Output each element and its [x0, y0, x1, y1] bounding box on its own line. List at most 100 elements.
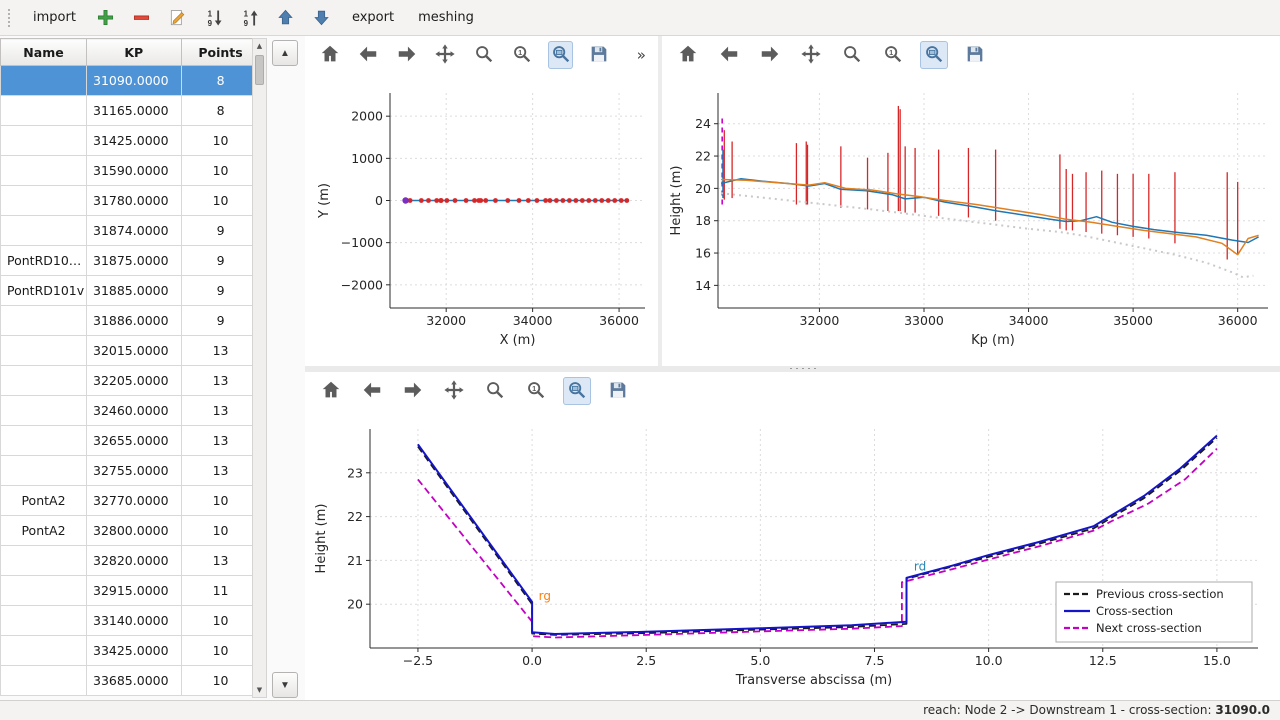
plan-view-back-button[interactable] [355, 41, 380, 69]
name-cell [0, 215, 87, 246]
points-cell: 10 [180, 605, 261, 636]
add-cross-section-button[interactable] [92, 4, 120, 32]
svg-text:1: 1 [889, 47, 893, 56]
table-row[interactable]: PontRD10… 31875.0000 9 [0, 245, 261, 276]
points-cell: 10 [180, 185, 261, 216]
longitudinal-profile-zoom-button[interactable] [838, 41, 866, 69]
cross-section-forward-button[interactable] [399, 377, 427, 405]
table-row[interactable]: 33685.0000 10 [0, 665, 261, 696]
scrollbar-thumb[interactable] [255, 55, 264, 85]
longitudinal-profile-save-button[interactable] [961, 41, 989, 69]
column-header-kp[interactable]: KP [86, 38, 182, 66]
plan-view-toolbar: 1» [305, 36, 658, 74]
column-header-points[interactable]: Points [180, 38, 261, 66]
table-row[interactable]: 31886.0000 9 [0, 305, 261, 336]
plan-view-chart[interactable]: 32000 34000 36000 −2000 −1000 0 1000 2000 X (m) Y… [305, 74, 658, 364]
name-cell [0, 65, 87, 96]
svg-text:33000: 33000 [904, 313, 944, 328]
table-row[interactable]: PontA2 32770.0000 10 [0, 485, 261, 516]
cross-section-zoom-one-button[interactable]: 1 [522, 377, 550, 405]
longitudinal-profile-chart[interactable]: 32000 33000 34000 35000 36000 14 16 18 20 22 24 Kp … [662, 74, 1280, 364]
remove-cross-section-button[interactable] [128, 4, 156, 32]
longitudinal-profile-zoom-one-button[interactable]: 1 [879, 41, 907, 69]
table-row[interactable]: 31874.0000 9 [0, 215, 261, 246]
export-button[interactable]: export [344, 6, 402, 29]
longitudinal-profile-home-button[interactable] [674, 41, 702, 69]
svg-text:−1000: −1000 [341, 235, 383, 250]
name-cell [0, 125, 87, 156]
table-row[interactable]: 32655.0000 13 [0, 425, 261, 456]
cross-section-save-button[interactable] [604, 377, 632, 405]
kp-cell: 31874.0000 [86, 215, 182, 246]
table-row[interactable]: 31590.0000 10 [0, 155, 261, 186]
cross-section-chart[interactable]: rg rd −2.5 0.0 2.5 5.0 7.5 10.0 12.5 15.0 20 21 22 23… [305, 410, 1280, 704]
table-row[interactable]: 32755.0000 13 [0, 455, 261, 486]
cross-section-zoom-button[interactable] [481, 377, 509, 405]
table-row[interactable]: 31780.0000 10 [0, 185, 261, 216]
plan-view-forward-button[interactable] [394, 41, 419, 69]
scrollbar-up-icon[interactable]: ▲ [256, 42, 263, 50]
import-button[interactable]: import [25, 6, 84, 29]
table-row[interactable]: 32460.0000 13 [0, 395, 261, 426]
plan-view-pan-button[interactable] [432, 41, 457, 69]
svg-text:22: 22 [347, 509, 363, 524]
longitudinal-profile-pan-button[interactable] [797, 41, 825, 69]
table-scrollbar[interactable]: ▲ ▼ [252, 38, 267, 698]
longitudinal-profile-zoom-rect-button[interactable] [920, 41, 948, 69]
move-up-button[interactable] [272, 4, 300, 32]
plan-view-zoom-rect-button[interactable] [547, 41, 574, 69]
table-row[interactable]: 31090.0000 8 [0, 65, 261, 96]
kp-cell: 33140.0000 [86, 605, 182, 636]
svg-text:Kp (m): Kp (m) [971, 333, 1015, 348]
table-row[interactable]: 33140.0000 10 [0, 605, 261, 636]
plan-view-save-button[interactable] [586, 41, 611, 69]
longitudinal-profile-toolbar: 1 [662, 36, 1280, 74]
plan-view-zoom-button[interactable] [471, 41, 496, 69]
table-row[interactable]: 32915.0000 11 [0, 575, 261, 606]
toolbar-overflow-icon[interactable]: » [636, 46, 646, 64]
cross-section-back-button[interactable] [358, 377, 386, 405]
table-row[interactable]: 31425.0000 10 [0, 125, 261, 156]
plan-view-home-button[interactable] [317, 41, 342, 69]
cross-section-zoom-rect-button[interactable] [563, 377, 591, 405]
longitudinal-profile-back-button[interactable] [715, 41, 743, 69]
scrollbar-down-icon[interactable]: ▼ [256, 686, 263, 694]
zoom-one-icon: 1 [882, 43, 904, 68]
name-cell: PontA2 [0, 485, 87, 516]
name-cell [0, 455, 87, 486]
table-row[interactable]: PontRD101v 31885.0000 9 [0, 275, 261, 306]
edit-cross-section-button[interactable] [164, 4, 192, 32]
cross-section-home-button[interactable] [317, 377, 345, 405]
kp-cell: 33425.0000 [86, 635, 182, 666]
table-row[interactable]: 32205.0000 13 [0, 365, 261, 396]
zoom-icon [484, 379, 506, 404]
plan-view-zoom-one-button[interactable]: 1 [509, 41, 534, 69]
horizontal-splitter[interactable] [305, 366, 1280, 372]
move-up-icon [276, 8, 295, 27]
points-cell: 13 [180, 395, 261, 426]
move-down-button[interactable] [308, 4, 336, 32]
table-row[interactable]: PontA2 32800.0000 10 [0, 515, 261, 546]
save-icon [588, 43, 610, 68]
points-cell: 13 [180, 545, 261, 576]
column-header-name[interactable]: Name [0, 38, 87, 66]
table-row[interactable]: 32820.0000 13 [0, 545, 261, 576]
table-row[interactable]: 32015.0000 13 [0, 335, 261, 366]
name-cell [0, 335, 87, 366]
triangle-down-icon: ▼ [280, 679, 290, 691]
scroll-page-up-button[interactable]: ▲ [272, 40, 298, 66]
longitudinal-profile-forward-button[interactable] [756, 41, 784, 69]
edit-icon [168, 8, 188, 28]
table-row[interactable]: 31165.0000 8 [0, 95, 261, 126]
plan-view-panel: 1» 32000 34000 36000 −2000 −1000 0 1000 2000 X (… [305, 36, 658, 366]
meshing-button[interactable]: meshing [410, 6, 482, 29]
scroll-page-down-button[interactable]: ▼ [272, 672, 298, 698]
cross-section-pan-button[interactable] [440, 377, 468, 405]
svg-text:Height (m): Height (m) [669, 166, 684, 236]
vertical-splitter[interactable] [658, 36, 662, 366]
name-cell: PontRD10… [0, 245, 87, 276]
table-row[interactable]: 33425.0000 10 [0, 635, 261, 666]
name-cell: PontRD101v [0, 275, 87, 306]
